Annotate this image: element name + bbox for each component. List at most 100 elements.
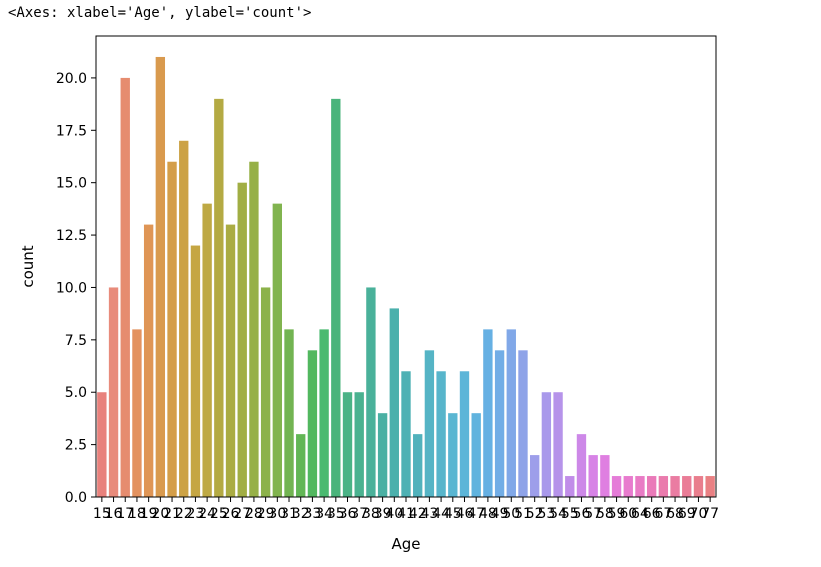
x-tick-label: 47 — [467, 506, 485, 522]
x-axis: 1516171819202122232425262728293031323334… — [93, 497, 719, 522]
x-tick-label: 67 — [654, 506, 672, 522]
x-tick-label: 43 — [420, 506, 438, 522]
bar-69 — [682, 476, 692, 497]
bar-57 — [588, 455, 598, 497]
x-tick-label: 44 — [432, 506, 450, 522]
x-tick-label: 37 — [350, 506, 368, 522]
x-tick-label: 35 — [327, 506, 345, 522]
bar-43 — [424, 350, 435, 497]
x-tick-label: 45 — [444, 506, 462, 522]
bar-59 — [611, 476, 622, 497]
y-tick-label: 10.0 — [56, 280, 87, 296]
x-tick-label: 22 — [175, 506, 193, 522]
y-tick-label: 12.5 — [56, 228, 87, 244]
x-tick-label: 77 — [701, 506, 719, 522]
bar-27 — [237, 182, 247, 497]
bar-66 — [646, 476, 657, 497]
bar-53 — [541, 392, 552, 497]
bar-23 — [190, 245, 201, 497]
x-tick-label: 70 — [690, 506, 708, 522]
x-tick-label: 68 — [666, 506, 684, 522]
bar-40 — [389, 308, 399, 497]
y-tick-label: 5.0 — [65, 385, 87, 401]
bar-55 — [565, 476, 575, 497]
bar-44 — [436, 371, 446, 497]
x-tick-label: 23 — [187, 506, 205, 522]
y-tick-label: 20.0 — [56, 71, 87, 87]
bar-58 — [600, 455, 610, 497]
x-tick-label: 28 — [245, 506, 263, 522]
bar-41 — [401, 371, 411, 497]
bar-32 — [296, 434, 306, 497]
bar-24 — [202, 203, 212, 498]
x-tick-label: 58 — [596, 506, 614, 522]
x-tick-label: 33 — [304, 506, 322, 522]
x-tick-label: 55 — [561, 506, 579, 522]
bar-22 — [179, 140, 189, 498]
x-tick-label: 50 — [502, 506, 520, 522]
x-tick-label: 40 — [385, 506, 403, 522]
bar-15 — [97, 392, 107, 497]
bar-70 — [693, 476, 704, 497]
bar-21 — [167, 161, 177, 497]
x-tick-label: 64 — [631, 506, 649, 522]
bar-17 — [120, 77, 130, 497]
bar-38 — [366, 287, 376, 497]
x-tick-label: 19 — [140, 506, 158, 522]
bar-35 — [331, 98, 341, 497]
bar-50 — [506, 329, 516, 497]
x-tick-label: 24 — [198, 506, 216, 522]
x-axis-label: Age — [391, 535, 420, 553]
bar-56 — [576, 434, 587, 497]
y-tick-label: 0.0 — [65, 490, 87, 506]
y-tick-label: 2.5 — [65, 438, 87, 454]
y-axis-label: count — [19, 245, 37, 287]
bar-39 — [377, 413, 388, 497]
x-tick-label: 26 — [222, 506, 240, 522]
x-tick-label: 27 — [233, 506, 251, 522]
bar-68 — [670, 476, 680, 497]
bar-37 — [354, 392, 364, 497]
x-tick-label: 48 — [479, 506, 497, 522]
bar-54 — [553, 392, 563, 497]
bar-30 — [272, 203, 282, 498]
bar-67 — [658, 476, 669, 497]
bar-51 — [518, 350, 528, 497]
bar-47 — [471, 413, 481, 497]
output-repr-text: <Axes: xlabel='Age', ylabel='count'> — [8, 5, 312, 21]
x-tick-label: 60 — [619, 506, 637, 522]
bars-group — [97, 56, 715, 498]
x-tick-label: 66 — [643, 506, 661, 522]
x-tick-label: 54 — [549, 506, 567, 522]
x-tick-label: 56 — [573, 506, 591, 522]
x-tick-label: 69 — [678, 506, 696, 522]
bar-34 — [319, 329, 329, 497]
x-tick-label: 38 — [362, 506, 380, 522]
bar-46 — [459, 371, 470, 497]
x-tick-label: 18 — [128, 506, 146, 522]
x-tick-label: 39 — [374, 506, 392, 522]
bar-29 — [260, 287, 271, 497]
x-tick-label: 32 — [292, 506, 310, 522]
x-tick-label: 34 — [315, 506, 333, 522]
bar-48 — [483, 329, 493, 497]
x-tick-label: 53 — [537, 506, 555, 522]
bar-77 — [705, 476, 715, 497]
x-tick-label: 25 — [210, 506, 228, 522]
bar-31 — [284, 329, 294, 497]
bar-33 — [307, 350, 318, 497]
x-tick-label: 15 — [93, 506, 111, 522]
y-axis: 0.0 2.5 5.0 7.5 10.0 12.5 15.0 17.5 20.0 — [56, 71, 96, 506]
bar-16 — [108, 287, 119, 497]
x-tick-label: 29 — [257, 506, 275, 522]
bar-26 — [225, 224, 236, 497]
x-tick-label: 57 — [584, 506, 602, 522]
bar-52 — [530, 455, 540, 497]
x-tick-label: 16 — [105, 506, 123, 522]
x-tick-label: 42 — [409, 506, 427, 522]
bar-18 — [132, 329, 142, 497]
y-tick-label: 17.5 — [56, 123, 87, 139]
x-tick-label: 17 — [116, 506, 134, 522]
bar-19 — [143, 224, 154, 497]
